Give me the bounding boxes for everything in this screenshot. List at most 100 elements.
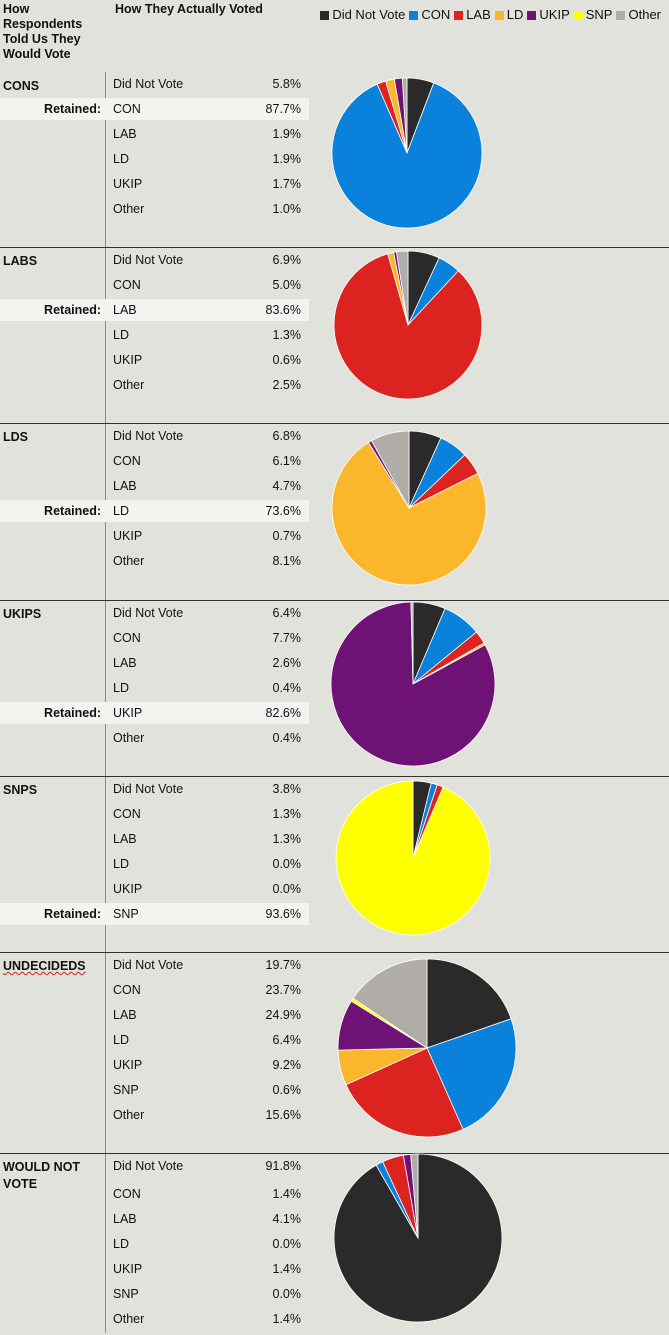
percent-value: 82.6% bbox=[265, 706, 301, 720]
party-label: CON bbox=[113, 1187, 141, 1201]
section-divider bbox=[0, 600, 669, 601]
table-row: LAB 2.6% bbox=[0, 652, 309, 674]
section-labs: LABS Did Not Vote 6.9% CON 5.0% Retained: LAB 8… bbox=[0, 247, 669, 423]
party-label: Did Not Vote bbox=[113, 253, 184, 267]
percent-value: 93.6% bbox=[265, 907, 301, 921]
party-label: Did Not Vote bbox=[113, 1159, 184, 1173]
table-header: How Respondents Told Us They Would Vote … bbox=[0, 0, 669, 72]
table-row: LAB 4.7% bbox=[0, 475, 309, 497]
legend-item-did-not-vote: Did Not Vote bbox=[320, 7, 405, 23]
party-label: CON bbox=[113, 102, 141, 116]
table-row: LAB 1.9% bbox=[0, 123, 309, 145]
table-row: Did Not Vote 19.7% bbox=[0, 954, 309, 976]
party-label: LAB bbox=[113, 832, 137, 846]
legend-swatch-lab bbox=[454, 10, 464, 20]
retained-label: Retained: bbox=[44, 102, 101, 116]
percent-value: 1.9% bbox=[272, 152, 302, 166]
party-label: Did Not Vote bbox=[113, 429, 184, 443]
legend-item-ukip: UKIP bbox=[527, 7, 570, 23]
table-row: Did Not Vote 5.8% bbox=[0, 73, 309, 95]
table-row: Other 15.6% bbox=[0, 1104, 309, 1126]
party-label: LAB bbox=[113, 479, 137, 493]
section-snps: SNPS Did Not Vote 3.8% CON 1.3% LAB 1.3% LD 0.0%… bbox=[0, 776, 669, 952]
table-row: Other 0.4% bbox=[0, 727, 309, 749]
percent-value: 23.7% bbox=[265, 983, 301, 997]
group-label: WOULD NOT VOTE bbox=[3, 1160, 81, 1191]
percent-value: 0.4% bbox=[272, 731, 302, 745]
party-label: CON bbox=[113, 631, 141, 645]
percent-value: 0.0% bbox=[272, 1287, 302, 1301]
percent-value: 1.0% bbox=[272, 202, 302, 216]
group-label: SNPS bbox=[3, 783, 38, 797]
legend-swatch-ukip bbox=[527, 10, 537, 20]
pie-chart-cons bbox=[331, 77, 483, 229]
party-label: LD bbox=[113, 1033, 129, 1047]
party-label: Other bbox=[113, 1312, 145, 1326]
percent-value: 5.8% bbox=[272, 77, 302, 91]
party-label: UKIP bbox=[113, 1262, 143, 1276]
legend-label-snp: SNP bbox=[585, 7, 613, 22]
retained-label: Retained: bbox=[44, 907, 101, 921]
party-label: LD bbox=[113, 504, 129, 518]
respondents-column-header: How Respondents Told Us They Would Vote bbox=[3, 2, 83, 61]
table-row: Did Not Vote 6.4% bbox=[0, 602, 309, 624]
percent-value: 6.8% bbox=[272, 429, 302, 443]
group-label: UKIPS bbox=[3, 607, 42, 621]
pie-chart-ukips bbox=[330, 601, 496, 767]
party-label: SNP bbox=[113, 1083, 139, 1097]
party-label: CON bbox=[113, 454, 141, 468]
party-label: UKIP bbox=[113, 1058, 143, 1072]
table-row: Other 2.5% bbox=[0, 374, 309, 396]
section-undecideds: UNDECIDEDS Did Not Vote 19.7% CON 23.7% LAB 24… bbox=[0, 952, 669, 1153]
party-label: CON bbox=[113, 278, 141, 292]
party-label: LD bbox=[113, 152, 129, 166]
percent-value: 0.0% bbox=[272, 1237, 302, 1251]
percent-value: 87.7% bbox=[265, 102, 301, 116]
section-divider bbox=[0, 952, 669, 953]
party-label: Other bbox=[113, 554, 145, 568]
percent-value: 1.4% bbox=[272, 1312, 302, 1326]
retained-label: Retained: bbox=[44, 706, 101, 720]
party-label: CON bbox=[113, 983, 141, 997]
table-row: Other 1.0% bbox=[0, 198, 309, 220]
percent-value: 1.3% bbox=[272, 328, 302, 342]
percent-value: 6.4% bbox=[272, 1033, 302, 1047]
percent-value: 4.1% bbox=[272, 1212, 302, 1226]
table-row: UKIP 0.7% bbox=[0, 525, 309, 547]
table-row: Did Not Vote 6.8% bbox=[0, 425, 309, 447]
pie-slice-con bbox=[426, 1018, 517, 1130]
percent-value: 1.9% bbox=[272, 127, 302, 141]
table-row: CON 1.4% bbox=[0, 1183, 309, 1205]
pie-chart-labs bbox=[333, 250, 483, 400]
table-row: LAB 24.9% bbox=[0, 1004, 309, 1026]
party-label: UKIP bbox=[113, 353, 143, 367]
party-label: SNP bbox=[113, 1287, 139, 1301]
party-label: LD bbox=[113, 857, 129, 871]
percent-value: 73.6% bbox=[265, 504, 301, 518]
table-row: CON 1.3% bbox=[0, 803, 309, 825]
legend-label-other: Other bbox=[628, 7, 661, 22]
table-row: UKIP 1.7% bbox=[0, 173, 309, 195]
legend-label-did-not-vote: Did Not Vote bbox=[332, 7, 406, 22]
table-row: Retained: SNP 93.6% bbox=[0, 903, 309, 925]
legend-label-ukip: UKIP bbox=[539, 7, 570, 22]
percent-value: 15.6% bbox=[265, 1108, 301, 1122]
pie-slice-lab bbox=[345, 1047, 464, 1138]
table-row: UKIP 1.4% bbox=[0, 1258, 309, 1280]
table-row: LD 0.0% bbox=[0, 1233, 309, 1255]
pie-slice-con bbox=[331, 82, 483, 229]
pie-slice-snp bbox=[335, 780, 491, 936]
table-row: LD 1.9% bbox=[0, 148, 309, 170]
percent-value: 1.4% bbox=[272, 1187, 302, 1201]
pie-slice-other bbox=[410, 601, 414, 685]
table-row: UKIP 0.6% bbox=[0, 349, 309, 371]
pie-slice-other bbox=[395, 250, 409, 326]
legend-swatch-ld bbox=[494, 10, 504, 20]
party-label: Did Not Vote bbox=[113, 958, 184, 972]
table-row: Retained: CON 87.7% bbox=[0, 98, 309, 120]
party-label: Other bbox=[113, 1108, 145, 1122]
legend-label-lab: LAB bbox=[466, 7, 491, 22]
chart-legend: Did Not Vote CON LAB LD UKIP SNP Other bbox=[316, 7, 661, 23]
percent-value: 91.8% bbox=[265, 1159, 301, 1173]
party-label: UKIP bbox=[113, 706, 143, 720]
